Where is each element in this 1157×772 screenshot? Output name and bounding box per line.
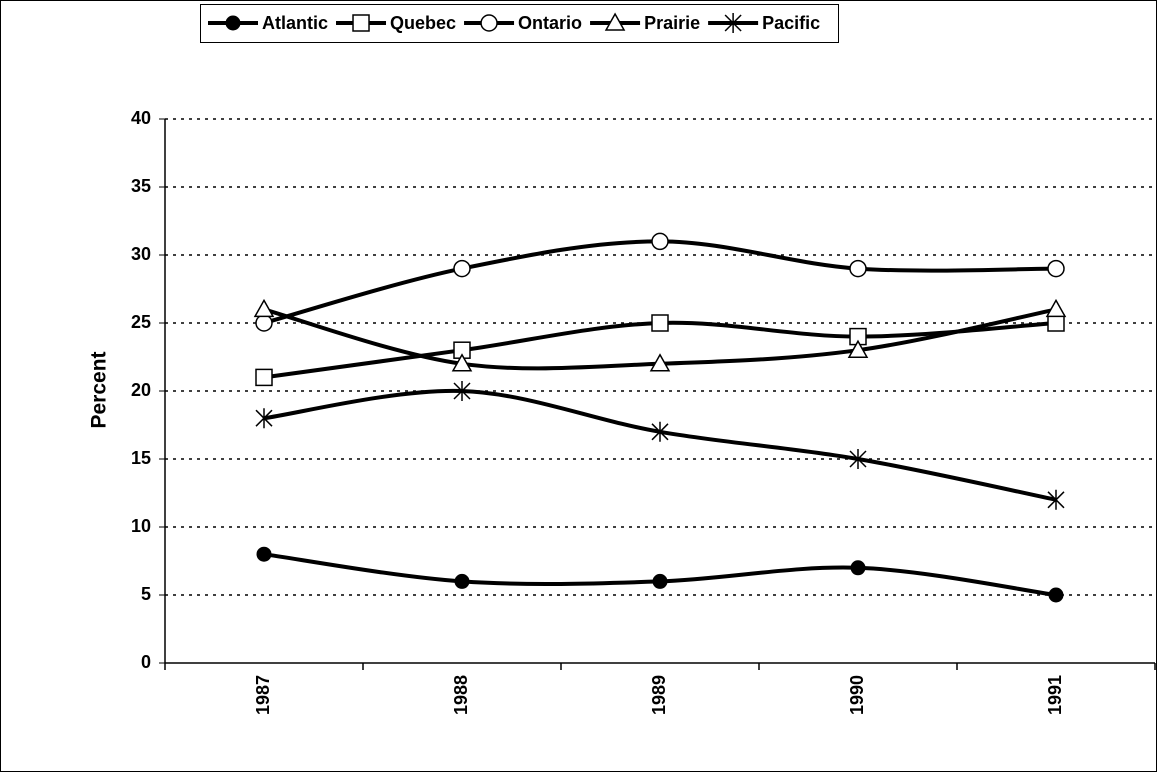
y-tick-label: 10 [131, 516, 151, 536]
data-point [1047, 314, 1065, 332]
x-tick-label: 1990 [847, 675, 867, 715]
data-point [651, 232, 669, 251]
legend-label: Atlantic [262, 13, 328, 33]
y-tick-label: 0 [141, 652, 151, 672]
data-point [849, 259, 867, 278]
data-point [255, 408, 273, 429]
legend-label: Pacific [762, 13, 820, 33]
y-tick-label: 5 [141, 584, 151, 604]
series-line [263, 388, 1057, 502]
data-point [255, 314, 273, 332]
data-point [1045, 298, 1067, 318]
y-tick-label: 15 [131, 448, 151, 468]
data-point [256, 546, 272, 562]
y-tick-label: 30 [131, 244, 151, 264]
y-tick-label: 40 [131, 108, 151, 128]
y-axis-label: Percent [88, 351, 111, 428]
legend-label: Prairie [644, 13, 700, 33]
legend-marker [352, 14, 370, 32]
data-point [454, 573, 470, 589]
legend-marker [480, 14, 498, 32]
data-point [849, 449, 867, 469]
legend-marker [225, 15, 241, 31]
data-point [652, 573, 668, 589]
legend-marker [604, 12, 626, 31]
data-point [451, 353, 473, 372]
data-point [255, 368, 273, 387]
data-point [1047, 489, 1065, 510]
legend-marker [724, 13, 742, 33]
series-line [263, 239, 1057, 325]
y-tick-label: 25 [131, 312, 151, 332]
data-point [850, 560, 866, 576]
x-tick-label: 1987 [253, 675, 273, 715]
data-point [253, 298, 275, 318]
data-point [453, 381, 471, 401]
data-point [1047, 259, 1065, 278]
data-point [847, 339, 869, 358]
legend-label: Ontario [518, 13, 582, 33]
x-tick-label: 1989 [649, 675, 669, 715]
y-tick-label: 35 [131, 176, 151, 196]
data-point [453, 259, 471, 278]
y-tick-label: 20 [131, 380, 151, 400]
data-point [1048, 587, 1064, 603]
x-tick-label: 1991 [1045, 675, 1065, 715]
x-tick-label: 1988 [451, 675, 471, 715]
data-point [651, 421, 669, 442]
legend-label: Quebec [390, 13, 456, 33]
data-point [651, 314, 669, 332]
data-point [649, 353, 671, 372]
